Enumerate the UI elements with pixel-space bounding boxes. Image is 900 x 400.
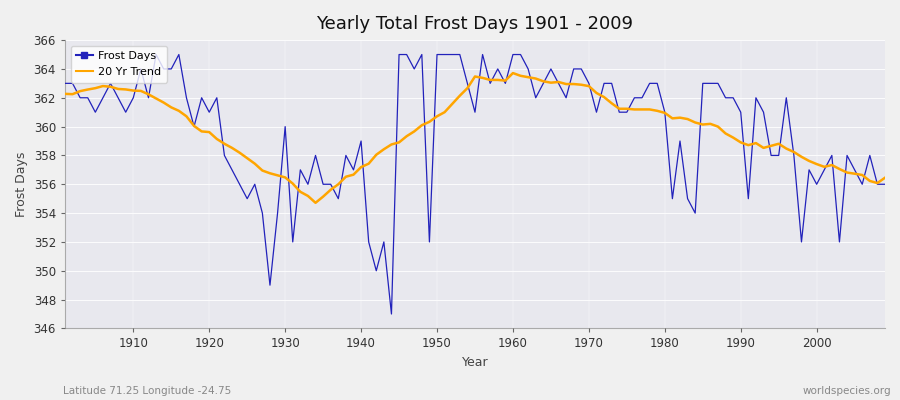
Title: Yearly Total Frost Days 1901 - 2009: Yearly Total Frost Days 1901 - 2009 [317, 15, 634, 33]
Text: Latitude 71.25 Longitude -24.75: Latitude 71.25 Longitude -24.75 [63, 386, 231, 396]
X-axis label: Year: Year [462, 356, 489, 369]
Legend: Frost Days, 20 Yr Trend: Frost Days, 20 Yr Trend [70, 46, 167, 82]
Y-axis label: Frost Days: Frost Days [15, 152, 28, 217]
Text: worldspecies.org: worldspecies.org [803, 386, 891, 396]
